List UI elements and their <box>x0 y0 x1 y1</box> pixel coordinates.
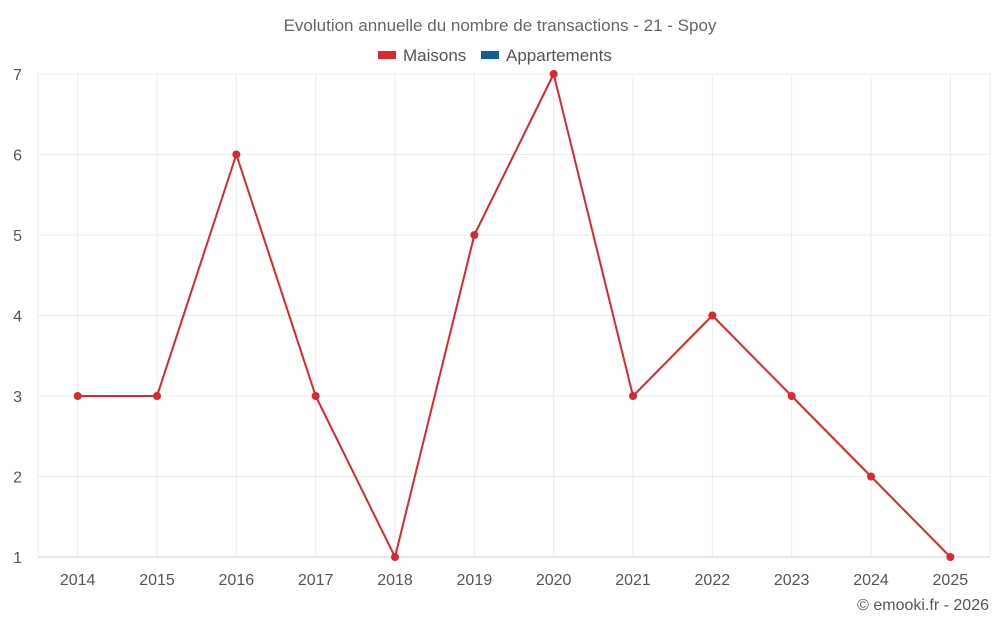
y-tick-label: 6 <box>13 148 22 165</box>
legend-label-appartements: Appartements <box>506 46 612 65</box>
x-tick-label: 2019 <box>457 572 493 589</box>
x-tick-label: 2023 <box>774 572 810 589</box>
legend-swatch-appartements <box>481 51 499 59</box>
x-tick-label: 2015 <box>139 572 175 589</box>
axes: 1 2 3 4 5 6 7 2014 2015 2016 2017 2018 2019 2020 2021 2… <box>13 67 990 589</box>
y-tick-label: 7 <box>13 67 22 84</box>
legend-label-maisons: Maisons <box>403 46 466 65</box>
legend: Maisons Appartements <box>378 46 612 65</box>
x-tick-label: 2017 <box>298 572 334 589</box>
data-point[interactable] <box>629 392 637 400</box>
series <box>73 70 955 561</box>
x-tick-label: 2024 <box>853 572 889 589</box>
x-tick-label: 2021 <box>615 572 651 589</box>
x-tick-label: 2018 <box>377 572 413 589</box>
data-point[interactable] <box>787 392 796 400</box>
data-point[interactable] <box>153 392 161 400</box>
data-point[interactable] <box>391 553 399 561</box>
data-point[interactable] <box>867 472 875 481</box>
series-line-maisons <box>77 73 952 558</box>
credit: © emooki.fr - 2026 <box>857 597 989 614</box>
x-tick-label: 2016 <box>219 572 255 589</box>
y-tick-label: 5 <box>13 228 22 245</box>
data-point[interactable] <box>232 150 241 159</box>
legend-swatch-maisons <box>378 51 396 59</box>
chart-title: Evolution annuelle du nombre de transact… <box>284 16 717 35</box>
data-point[interactable] <box>708 311 717 320</box>
data-point[interactable] <box>470 231 479 239</box>
y-tick-label: 3 <box>13 389 22 406</box>
x-tick-label: 2020 <box>536 572 572 589</box>
data-point[interactable] <box>311 392 320 400</box>
legend-item-maisons[interactable]: Maisons <box>378 46 466 65</box>
data-point[interactable] <box>946 553 955 561</box>
legend-item-appartements[interactable]: Appartements <box>481 46 612 65</box>
data-point[interactable] <box>549 70 558 78</box>
y-tick-label: 4 <box>13 309 22 326</box>
x-tick-label: 2014 <box>60 572 96 589</box>
y-tick-label: 1 <box>13 550 22 567</box>
grid <box>37 73 991 557</box>
x-tick-label: 2022 <box>695 572 731 589</box>
x-tick-label: 2025 <box>933 572 969 589</box>
data-point[interactable] <box>73 392 82 400</box>
y-tick-label: 2 <box>13 470 22 487</box>
